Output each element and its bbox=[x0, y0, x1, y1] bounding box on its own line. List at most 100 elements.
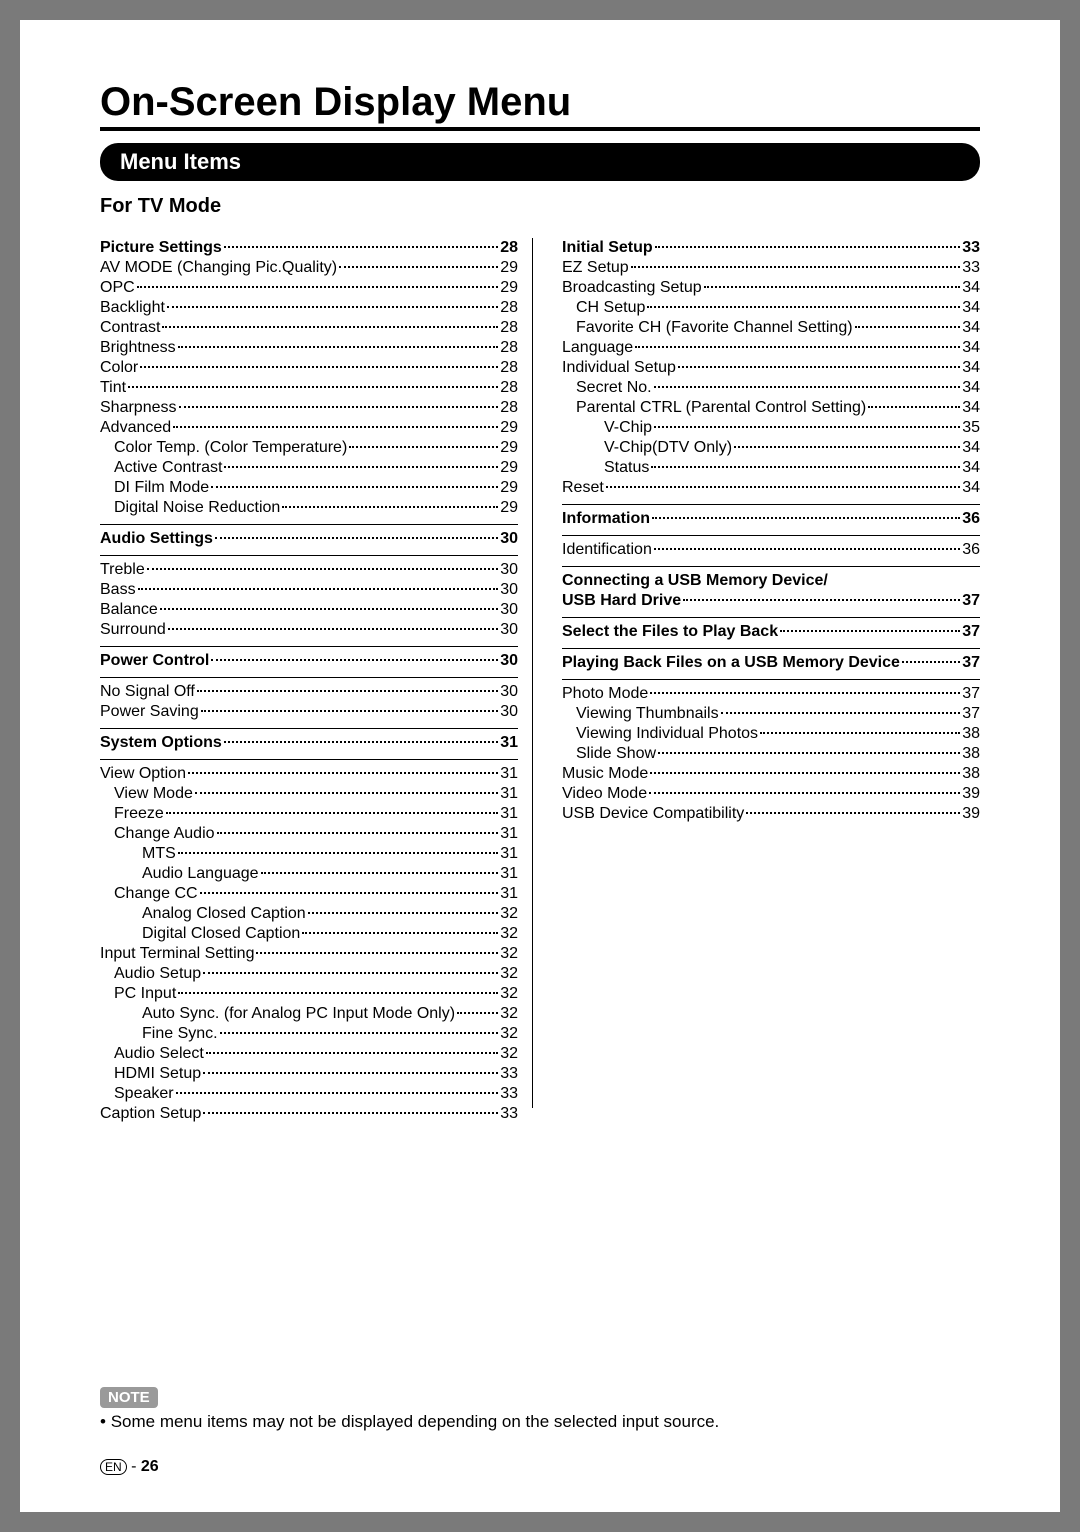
toc-entry-page: 37 bbox=[962, 622, 980, 642]
toc-entry: Parental CTRL (Parental Control Setting)… bbox=[562, 398, 980, 418]
toc-dots bbox=[631, 266, 961, 268]
footer-sep: - bbox=[131, 1458, 136, 1475]
toc-entry-page: 32 bbox=[500, 1044, 518, 1064]
toc-entry: Select the Files to Play Back37 bbox=[562, 622, 980, 642]
toc-entry-label: Power Saving bbox=[100, 702, 199, 722]
toc-entry-label: V-Chip(DTV Only) bbox=[604, 438, 732, 458]
toc-entry-page: 37 bbox=[962, 591, 980, 611]
toc-entry: Advanced29 bbox=[100, 418, 518, 438]
toc-entry: Audio Language31 bbox=[100, 864, 518, 884]
toc-entry-label: Secret No. bbox=[576, 378, 652, 398]
toc-entry-label: Viewing Thumbnails bbox=[576, 704, 719, 724]
toc-entry-page: 28 bbox=[500, 338, 518, 358]
toc-entry-page: 34 bbox=[962, 378, 980, 398]
toc-dots bbox=[721, 712, 961, 714]
toc-dots bbox=[868, 406, 960, 408]
toc-entry-label: PC Input bbox=[114, 984, 176, 1004]
toc-entry-label: Analog Closed Caption bbox=[142, 904, 306, 924]
toc-column-left: Picture Settings28AV MODE (Changing Pic.… bbox=[100, 238, 518, 1124]
toc-entry-page: 30 bbox=[500, 682, 518, 702]
toc-dots bbox=[200, 892, 499, 894]
toc-entry-page: 34 bbox=[962, 338, 980, 358]
note-text-content: Some menu items may not be displayed dep… bbox=[111, 1412, 720, 1431]
toc-entry: Active Contrast29 bbox=[100, 458, 518, 478]
toc-entry-label: Sharpness bbox=[100, 398, 177, 418]
toc-dots bbox=[349, 446, 498, 448]
toc-dots bbox=[166, 812, 498, 814]
toc-entry-page: 29 bbox=[500, 478, 518, 498]
toc-entry-label: Status bbox=[604, 458, 649, 478]
toc-entry-label: Music Mode bbox=[562, 764, 648, 784]
toc-dots bbox=[201, 710, 498, 712]
toc-entry: Contrast28 bbox=[100, 318, 518, 338]
toc-entry: Individual Setup34 bbox=[562, 358, 980, 378]
toc-entry-page: 31 bbox=[500, 824, 518, 844]
toc-separator bbox=[562, 504, 980, 505]
toc-dots bbox=[658, 752, 960, 754]
toc-dots bbox=[167, 306, 498, 308]
toc-entry-label: Balance bbox=[100, 600, 158, 620]
toc-entry-page: 30 bbox=[500, 600, 518, 620]
toc-entry-page: 31 bbox=[500, 784, 518, 804]
toc-entry-page: 29 bbox=[500, 278, 518, 298]
toc-dots bbox=[138, 588, 499, 590]
toc-entry-label: Audio Select bbox=[114, 1044, 204, 1064]
toc-entry-label: Brightness bbox=[100, 338, 176, 358]
toc-entry: Viewing Thumbnails37 bbox=[562, 704, 980, 724]
toc-dots bbox=[308, 912, 499, 914]
toc-entry-label: Audio Settings bbox=[100, 529, 213, 549]
toc-entry: Information36 bbox=[562, 509, 980, 529]
toc-entry: Reset34 bbox=[562, 478, 980, 498]
toc-entry-label: Parental CTRL (Parental Control Setting) bbox=[576, 398, 866, 418]
toc-entry-page: 38 bbox=[962, 724, 980, 744]
toc-entry: Speaker 33 bbox=[100, 1084, 518, 1104]
toc-entry-page: 39 bbox=[962, 804, 980, 824]
toc-entry-page: 36 bbox=[962, 509, 980, 529]
toc-dots bbox=[195, 792, 498, 794]
toc-columns: Picture Settings28AV MODE (Changing Pic.… bbox=[100, 238, 980, 1124]
toc-entry-page: 30 bbox=[500, 702, 518, 722]
toc-entry-page: 34 bbox=[962, 318, 980, 338]
toc-dots bbox=[282, 506, 498, 508]
toc-dots bbox=[256, 952, 498, 954]
toc-entry: Video Mode39 bbox=[562, 784, 980, 804]
toc-entry: View Mode31 bbox=[100, 784, 518, 804]
toc-entry-page: 34 bbox=[962, 298, 980, 318]
toc-entry: Input Terminal Setting32 bbox=[100, 944, 518, 964]
page-title: On-Screen Display Menu bbox=[100, 80, 980, 131]
toc-entry-label: Audio Setup bbox=[114, 964, 201, 984]
toc-entry: Broadcasting Setup34 bbox=[562, 278, 980, 298]
toc-entry: Balance 30 bbox=[100, 600, 518, 620]
toc-dots bbox=[654, 386, 961, 388]
toc-dots bbox=[704, 286, 961, 288]
toc-entry-label: Backlight bbox=[100, 298, 165, 318]
toc-entry-label: System Options bbox=[100, 733, 222, 753]
toc-entry-page: 28 bbox=[500, 378, 518, 398]
toc-entry: Backlight28 bbox=[100, 298, 518, 318]
toc-entry-label: Fine Sync. bbox=[142, 1024, 218, 1044]
toc-separator bbox=[100, 728, 518, 729]
toc-entry: MTS31 bbox=[100, 844, 518, 864]
toc-dots bbox=[188, 772, 498, 774]
toc-entry-page: 31 bbox=[500, 764, 518, 784]
toc-entry-page: 32 bbox=[500, 964, 518, 984]
toc-entry-label: Advanced bbox=[100, 418, 171, 438]
toc-entry-label: Change Audio bbox=[114, 824, 215, 844]
toc-dots bbox=[339, 266, 498, 268]
toc-entry-page: 30 bbox=[500, 529, 518, 549]
toc-entry-label: Identification bbox=[562, 540, 652, 560]
toc-dots bbox=[683, 599, 960, 601]
toc-entry-page: 33 bbox=[500, 1084, 518, 1104]
toc-entry-page: 38 bbox=[962, 744, 980, 764]
toc-dots bbox=[203, 1072, 498, 1074]
toc-entry-page: 34 bbox=[962, 438, 980, 458]
toc-entry: Picture Settings28 bbox=[100, 238, 518, 258]
toc-entry-page: 31 bbox=[500, 844, 518, 864]
toc-entry-label: Treble bbox=[100, 560, 145, 580]
toc-entry-page: 31 bbox=[500, 733, 518, 753]
toc-dots bbox=[137, 286, 499, 288]
toc-dots bbox=[176, 1092, 499, 1094]
toc-entry-label: Speaker bbox=[114, 1084, 174, 1104]
toc-entry-page: 31 bbox=[500, 884, 518, 904]
toc-entry-page: 33 bbox=[500, 1064, 518, 1084]
